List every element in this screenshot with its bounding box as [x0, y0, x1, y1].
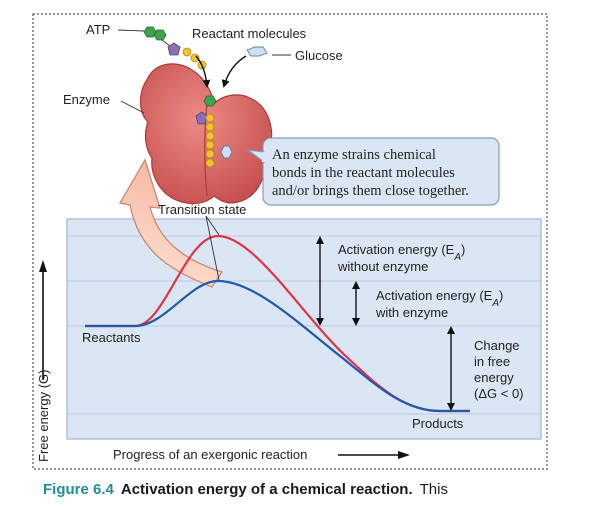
x-axis-label: Progress of an exergonic reaction	[113, 447, 307, 462]
activation-without-label-2: without enzyme	[337, 259, 428, 274]
change-label-2: in free	[474, 354, 510, 369]
bound-atp-icon	[195, 95, 217, 168]
callout-box	[262, 137, 500, 206]
free-atp-icon	[143, 26, 207, 70]
figure-caption: Figure 6.4 Activation energy of a chemica…	[43, 481, 448, 498]
callout-line-1: An enzyme strains chemical	[272, 147, 436, 163]
callout-line-2: bonds in the reactant molecules	[272, 165, 455, 181]
figure-frame	[32, 13, 548, 470]
transition-state-label: Transition state	[158, 202, 246, 217]
activation-with-label: Activation energy (EA)	[376, 288, 503, 309]
activation-with-arrow	[352, 281, 360, 326]
enzyme-label: Enzyme	[63, 92, 110, 107]
enzyme-shape	[139, 63, 273, 205]
label-leaders	[117, 29, 291, 114]
glucose-into-enzyme-arrow	[221, 55, 247, 88]
curve-with-enzyme	[85, 279, 470, 413]
change-label-1: Change	[474, 338, 520, 353]
free-glucose-icon	[246, 46, 268, 57]
y-axis-label: Free energy (G)	[36, 370, 51, 462]
energy-panel	[66, 218, 542, 440]
change-label-4: (ΔG < 0)	[474, 386, 524, 401]
activation-without-arrow	[316, 236, 324, 326]
atp-into-enzyme-arrow	[195, 55, 211, 88]
products-label: Products	[412, 416, 464, 431]
reactants-label: Reactants	[82, 330, 141, 345]
change-label-3: energy	[474, 370, 514, 385]
reactant-molecules-label: Reactant molecules	[192, 26, 307, 41]
glucose-label: Glucose	[295, 48, 343, 63]
activation-without-label: Activation energy (EA)	[338, 242, 465, 263]
callout-line-3: and/or brings them close together.	[272, 183, 469, 199]
delta-g-arrow	[447, 326, 455, 411]
transition-state-pointers	[205, 215, 220, 281]
activation-with-label-2: with enzyme	[375, 305, 448, 320]
y-axis-arrow	[39, 260, 47, 380]
bound-glucose-icon	[220, 145, 233, 159]
atp-label: ATP	[86, 22, 110, 37]
enzyme-cleft	[204, 103, 208, 197]
x-axis-arrow	[338, 451, 410, 459]
big-curved-arrow	[118, 158, 224, 288]
